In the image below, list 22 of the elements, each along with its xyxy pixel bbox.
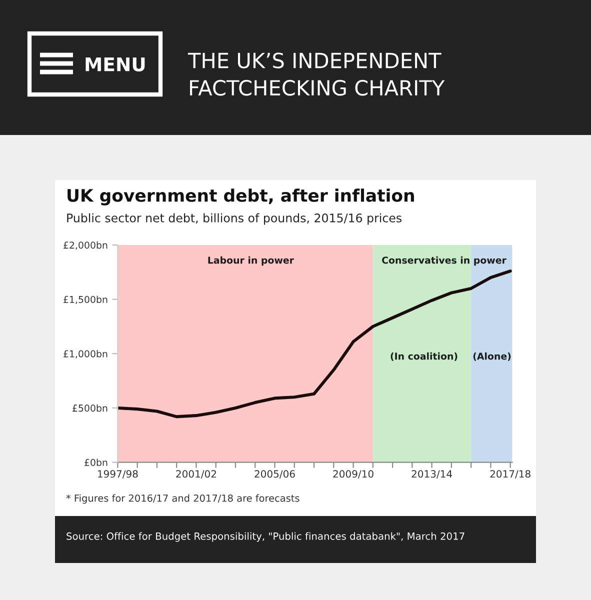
source-note: Source: Office for Budget Responsibility, "Public finances databank", March 2017 bbox=[66, 532, 464, 542]
y-tick-label: £500bn bbox=[72, 404, 108, 412]
y-tick-label: £1,500bn bbox=[64, 296, 108, 304]
x-tick-label: 1997/98 bbox=[98, 470, 138, 478]
chart-title: UK government debt, after inflation bbox=[68, 188, 414, 206]
x-tick-label: 2005/06 bbox=[254, 470, 295, 478]
text: THE UK’S INDEPENDENT FACTCHECKING CHARITY bbox=[188, 52, 445, 96]
annotation: (In coalition) bbox=[390, 352, 458, 361]
x-tick-label: 2001/02 bbox=[176, 470, 216, 478]
y-tick-label: £1,000bn bbox=[64, 350, 108, 358]
line-series bbox=[118, 270, 512, 418]
y-tick-label: £2,000bn bbox=[64, 241, 108, 250]
text: MENU bbox=[86, 58, 145, 72]
text: * Figures for 2016/17 and 2017/18 are forecasts bbox=[66, 494, 300, 504]
x-tick-label: 2009/10 bbox=[333, 470, 374, 478]
y-tick-label: £0bn bbox=[84, 458, 108, 466]
x-tick-label: 2013/14 bbox=[412, 470, 452, 478]
annotation: (Alone) bbox=[473, 352, 511, 361]
x-tick-label: 2017/18 bbox=[490, 470, 530, 478]
annotation: Labour in power bbox=[208, 256, 294, 266]
annotation: Conservatives in power bbox=[382, 256, 506, 266]
chart-subtitle: Public sector net debt, billions of pounds, 2015/16 prices bbox=[67, 213, 402, 225]
